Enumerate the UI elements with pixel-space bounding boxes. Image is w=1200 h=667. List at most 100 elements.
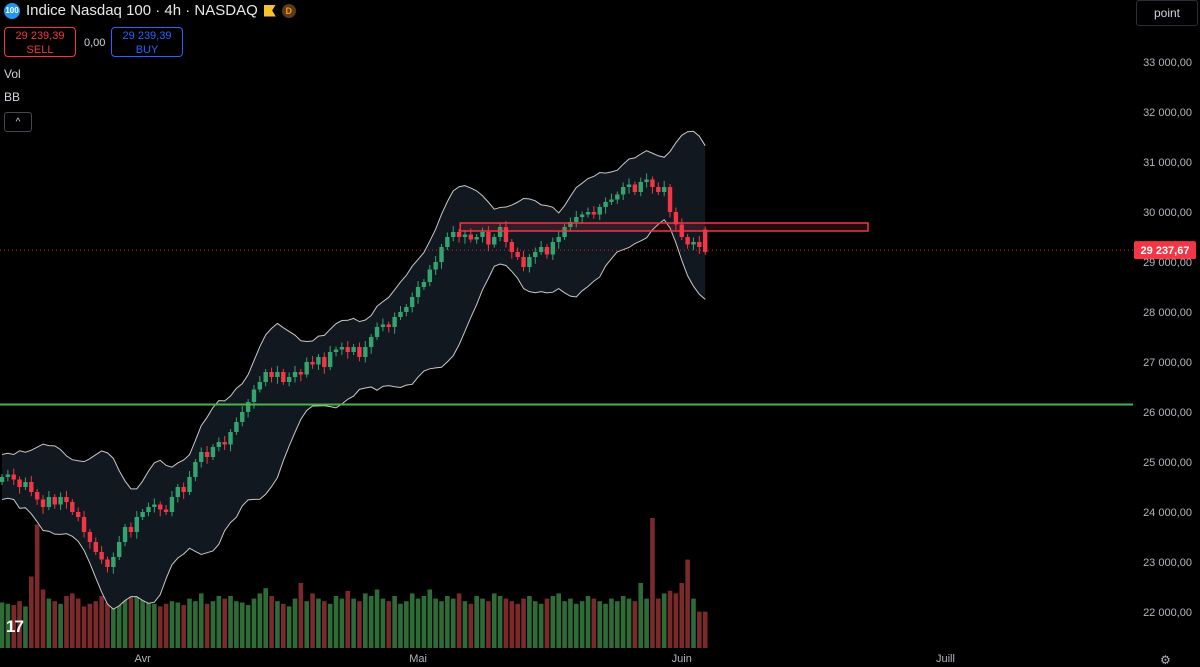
volume-bar [685,559,690,648]
candle-body [544,247,550,255]
candle-body [451,232,456,237]
volume-bar [46,598,52,648]
collapse-indicators-button[interactable]: ^ [4,112,32,132]
bb-indicator-label[interactable]: BB [4,90,21,104]
sell-button[interactable]: 29 239,39 SELL [4,27,76,57]
volume-bar [462,601,468,648]
candle-body [685,237,690,245]
volume-bar [70,593,75,648]
time-tick-label: Juin [672,653,692,665]
candle-body [439,247,444,262]
candle-body [415,287,421,297]
candle-body [5,474,11,477]
candle-body [316,357,321,365]
candle-body [421,282,427,287]
volume-indicator-label[interactable]: Vol [4,67,21,81]
candle-body [275,372,280,377]
candle-body [445,237,450,247]
volume-bar [34,524,40,648]
data-badge[interactable]: D [281,3,296,18]
candle-body [667,187,673,212]
candle-body [527,257,532,267]
volume-bar [374,589,380,648]
volume-bar [292,598,298,648]
candle-body [257,382,263,390]
candle-body [597,207,602,215]
candle-body [574,217,579,222]
buy-price: 29 239,39 [122,30,172,42]
candle-body [492,237,497,245]
volume-bar [667,590,673,648]
candle-body [286,377,292,382]
price-tick-label: 30 000,00 [1143,207,1192,219]
candle-body [480,232,485,237]
candle-body [23,482,28,487]
candle-body [222,442,227,445]
volume-bar [527,596,532,648]
candle-body [181,487,186,492]
time-axis[interactable]: Avr Mai Juin Juill [134,653,954,665]
candle-body [128,527,134,532]
resistance-zone [459,222,869,232]
price-unit-selector[interactable]: point [1136,0,1198,26]
volume-bar [75,598,81,648]
symbol-header[interactable]: 100 Indice Nasdaq 100 · 4h · NASDAQ D [4,2,296,19]
volume-bar [673,593,679,648]
volume-bar [439,601,444,648]
tradingview-logo[interactable]: 17 [6,617,24,636]
current-price-tag [1134,241,1196,260]
volume-bar [480,598,485,648]
volume-bar [544,598,550,648]
settings-gear-icon[interactable]: ⚙ [1160,653,1171,667]
volume-bar [310,593,315,648]
price-tick-label: 23 000,00 [1143,557,1192,569]
flag-icon[interactable] [263,4,276,17]
candle-body [327,352,333,367]
candle-body [579,214,585,217]
candle-body [568,222,573,227]
volume-bar [333,596,339,648]
nasdaq-logo-icon: 100 [4,2,20,19]
volume-bar [538,603,544,648]
volume-bar [591,598,597,648]
candle-body [122,527,128,542]
volume-bar [450,598,456,648]
candle-body [99,552,104,560]
candle-body [111,557,116,567]
candle-body [533,252,538,257]
volume-bar [620,596,626,648]
volume-bar [239,602,245,648]
candle-body [52,497,57,505]
candle-body [216,442,222,447]
volume-bar [198,593,204,648]
volume-bar [562,601,567,648]
candle-body [245,402,251,412]
candle-body [140,512,145,517]
volume-bar [415,598,421,648]
symbol-title[interactable]: Indice Nasdaq 100 · 4h · NASDAQ [26,2,258,19]
candle-body [585,212,591,215]
volume-bar [656,598,661,648]
bollinger-upper [1,130,706,490]
drawings[interactable]: 29 237,67 [0,222,1196,406]
candle-body [650,179,655,187]
volume-bar [187,598,192,648]
price-tick-label: 31 000,00 [1143,157,1192,169]
volume-bar [93,601,99,648]
candle-body [29,482,34,492]
candle-body [339,347,345,350]
candle-body [292,372,298,377]
time-tick-label: Juill [936,653,955,665]
volume-bar [427,589,433,648]
volume-bar [626,598,632,648]
current-price-label: 29 237,67 [1141,245,1190,257]
buy-button[interactable]: 29 239,39 BUY [111,27,183,57]
volume-bar [105,602,110,648]
price-axis[interactable]: 33 000,00 32 000,00 31 000,00 30 000,00 29 0… [1143,57,1192,619]
volume-bar [468,603,474,648]
candle-body [146,507,151,512]
candle-body [251,389,257,402]
candle-body [75,512,81,517]
